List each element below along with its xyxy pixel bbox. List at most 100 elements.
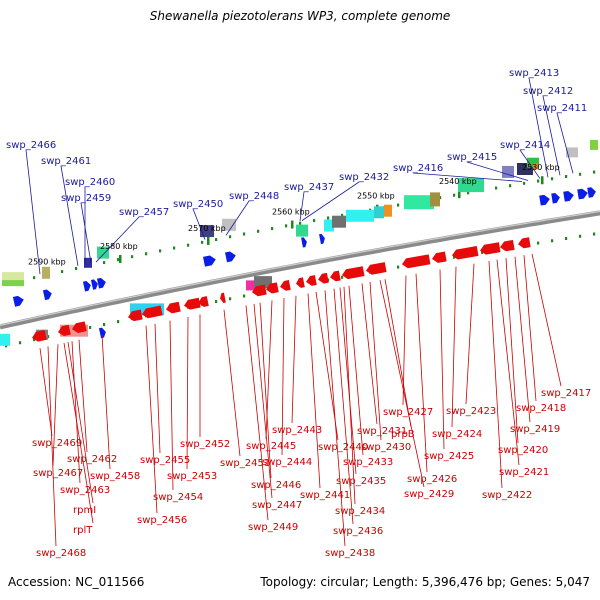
top-gene-label[interactable]: swp_2461 xyxy=(41,156,91,167)
track-dot xyxy=(5,344,8,348)
bottom-gene-label[interactable]: swp_2443 xyxy=(272,425,322,436)
bottom-gene-label[interactable]: swp_2420 xyxy=(498,445,548,456)
track-dot xyxy=(229,235,232,239)
top-gene-label[interactable]: swp_2411 xyxy=(537,103,587,114)
leader-line xyxy=(439,269,445,450)
bottom-gene-label[interactable]: swp_2462 xyxy=(67,454,117,465)
bottom-gene-label[interactable]: swp_2441 xyxy=(300,490,350,501)
top-gene-label[interactable]: swp_2412 xyxy=(523,86,573,97)
top-gene-label[interactable]: swp_2432 xyxy=(339,172,389,183)
leader-line xyxy=(225,200,250,236)
bottom-gene-label[interactable]: swp_2426 xyxy=(407,474,457,485)
top-gene-label[interactable]: swp_2437 xyxy=(284,182,334,193)
top-gene-label[interactable]: swp_2450 xyxy=(173,199,223,210)
bottom-gene-label[interactable]: swp_2434 xyxy=(335,506,385,517)
feature-block xyxy=(200,225,214,238)
bottom-gene-label[interactable]: swp_2431 xyxy=(357,426,407,437)
bottom-gene-label[interactable]: swp_2417 xyxy=(541,388,591,399)
feature-block xyxy=(527,157,539,168)
bottom-gene-label[interactable]: swp_2446 xyxy=(251,480,301,491)
bottom-gene-label[interactable]: swp_2452 xyxy=(180,439,230,450)
bottom-gene-label[interactable]: swp_2436 xyxy=(333,526,383,537)
bottom-gene-label[interactable]: swp_2418 xyxy=(516,403,566,414)
bottom-gene-label[interactable]: swp_2449 xyxy=(248,522,298,533)
leader-line xyxy=(299,191,305,222)
bottom-gene-label[interactable]: swp_2458 xyxy=(90,471,140,482)
leader-line xyxy=(496,259,520,466)
leader-line xyxy=(78,339,88,453)
bottom-gene-label[interactable]: swp_2440 xyxy=(318,442,368,453)
track-dot xyxy=(341,275,344,279)
bottom-gene-label[interactable]: swp_2425 xyxy=(424,451,474,462)
bottom-gene-label[interactable]: swp_2455 xyxy=(140,455,190,466)
reverse-gene-arrow xyxy=(342,266,365,280)
track-dot xyxy=(89,326,92,330)
bottom-gene-label[interactable]: swp_2463 xyxy=(60,485,110,496)
track-dot xyxy=(397,203,400,207)
bottom-gene-label[interactable]: swp_2433 xyxy=(343,457,393,468)
reverse-gene-arrow xyxy=(306,275,317,286)
bottom-gene-label[interactable]: swp_2467 xyxy=(33,468,83,479)
bottom-gene-label[interactable]: swp_2429 xyxy=(404,489,454,500)
feature-block xyxy=(384,204,392,217)
top-gene-label[interactable]: swp_2459 xyxy=(61,193,111,204)
top-gene-label[interactable]: swp_2416 xyxy=(393,163,443,174)
bottom-gene-label[interactable]: rpmI xyxy=(73,505,96,516)
bottom-gene-label[interactable]: swp_2438 xyxy=(325,548,375,559)
reverse-gene-arrow xyxy=(198,296,209,307)
bottom-gene-label[interactable]: swp_2444 xyxy=(262,457,312,468)
bottom-gene-label[interactable]: swp_2456 xyxy=(137,515,187,526)
track-dot xyxy=(509,184,512,188)
leader-line xyxy=(63,342,94,524)
bottom-gene-label[interactable]: swp_2419 xyxy=(510,424,560,435)
bottom-gene-label[interactable]: swp_2435 xyxy=(336,476,386,487)
bottom-gene-label[interactable]: swp_2421 xyxy=(499,467,549,478)
top-gene-label[interactable]: swp_2414 xyxy=(500,140,550,151)
bottom-gene-label[interactable]: swp_2422 xyxy=(482,490,532,501)
track-dot xyxy=(593,170,596,174)
top-gene-label[interactable]: swp_2415 xyxy=(447,152,497,163)
backbone-line xyxy=(0,210,600,330)
leader-line xyxy=(245,305,269,521)
track-dot xyxy=(33,276,36,280)
bottom-gene-label[interactable]: swp_2423 xyxy=(446,406,496,417)
top-gene-label[interactable]: swp_2457 xyxy=(119,207,169,218)
major-tick xyxy=(458,190,461,199)
reverse-gene-arrow xyxy=(402,254,431,269)
feature-block xyxy=(42,266,50,279)
track-dot xyxy=(495,186,498,190)
track-dot xyxy=(299,221,302,225)
bottom-gene-label[interactable]: swp_2469 xyxy=(32,438,82,449)
bottom-gene-label[interactable]: swp_2424 xyxy=(432,429,482,440)
top-gene-label[interactable]: swp_2448 xyxy=(229,191,279,202)
reverse-gene-arrow xyxy=(432,251,447,263)
leader-line xyxy=(333,288,354,525)
bottom-gene-label[interactable]: swp_2445 xyxy=(246,441,296,452)
top-gene-label[interactable]: swp_2413 xyxy=(509,68,559,79)
top-gene-label[interactable]: swp_2460 xyxy=(65,177,115,188)
leader-line xyxy=(60,165,79,266)
track-dot xyxy=(19,341,22,345)
bottom-gene-label[interactable]: swp_2454 xyxy=(153,492,203,503)
reverse-gene-arrow xyxy=(280,280,291,291)
bottom-gene-label[interactable]: rplT xyxy=(73,525,93,536)
leader-line xyxy=(531,253,562,387)
reverse-gene-arrow xyxy=(318,272,329,284)
bottom-gene-label[interactable]: swp_2453 xyxy=(167,471,217,482)
forward-gene-arrow xyxy=(563,190,574,202)
bottom-gene-label[interactable]: swp_2427 xyxy=(383,407,433,418)
top-gene-label[interactable]: swp_2466 xyxy=(6,140,56,151)
bottom-gene-label[interactable]: swp_2468 xyxy=(36,548,86,559)
track-dot xyxy=(229,297,232,301)
track-dot xyxy=(131,255,134,259)
bottom-gene-label[interactable]: prpB xyxy=(391,429,415,440)
bottom-gene-label[interactable]: swp_2451 xyxy=(220,458,270,469)
track-dot xyxy=(159,249,162,253)
track-dot xyxy=(271,227,274,231)
leader-line xyxy=(523,255,537,402)
reverse-gene-arrow xyxy=(330,270,341,282)
bottom-gene-label[interactable]: swp_2447 xyxy=(252,500,302,511)
bottom-gene-label[interactable]: swp_2430 xyxy=(361,442,411,453)
tick-label: 2540 kbp xyxy=(439,177,477,186)
